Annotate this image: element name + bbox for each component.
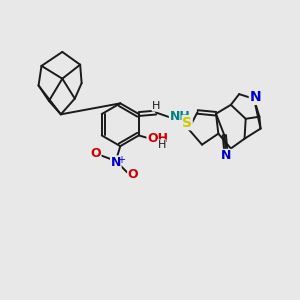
Text: O: O — [90, 147, 101, 161]
Text: +: + — [117, 155, 124, 165]
Text: N: N — [221, 149, 232, 162]
Text: N: N — [111, 156, 121, 169]
Text: N: N — [249, 90, 261, 104]
Text: NH: NH — [169, 110, 190, 123]
Text: S: S — [182, 116, 192, 130]
Text: OH: OH — [147, 132, 168, 145]
Text: H: H — [158, 140, 166, 150]
Text: O: O — [128, 168, 138, 181]
Text: H: H — [152, 101, 160, 111]
